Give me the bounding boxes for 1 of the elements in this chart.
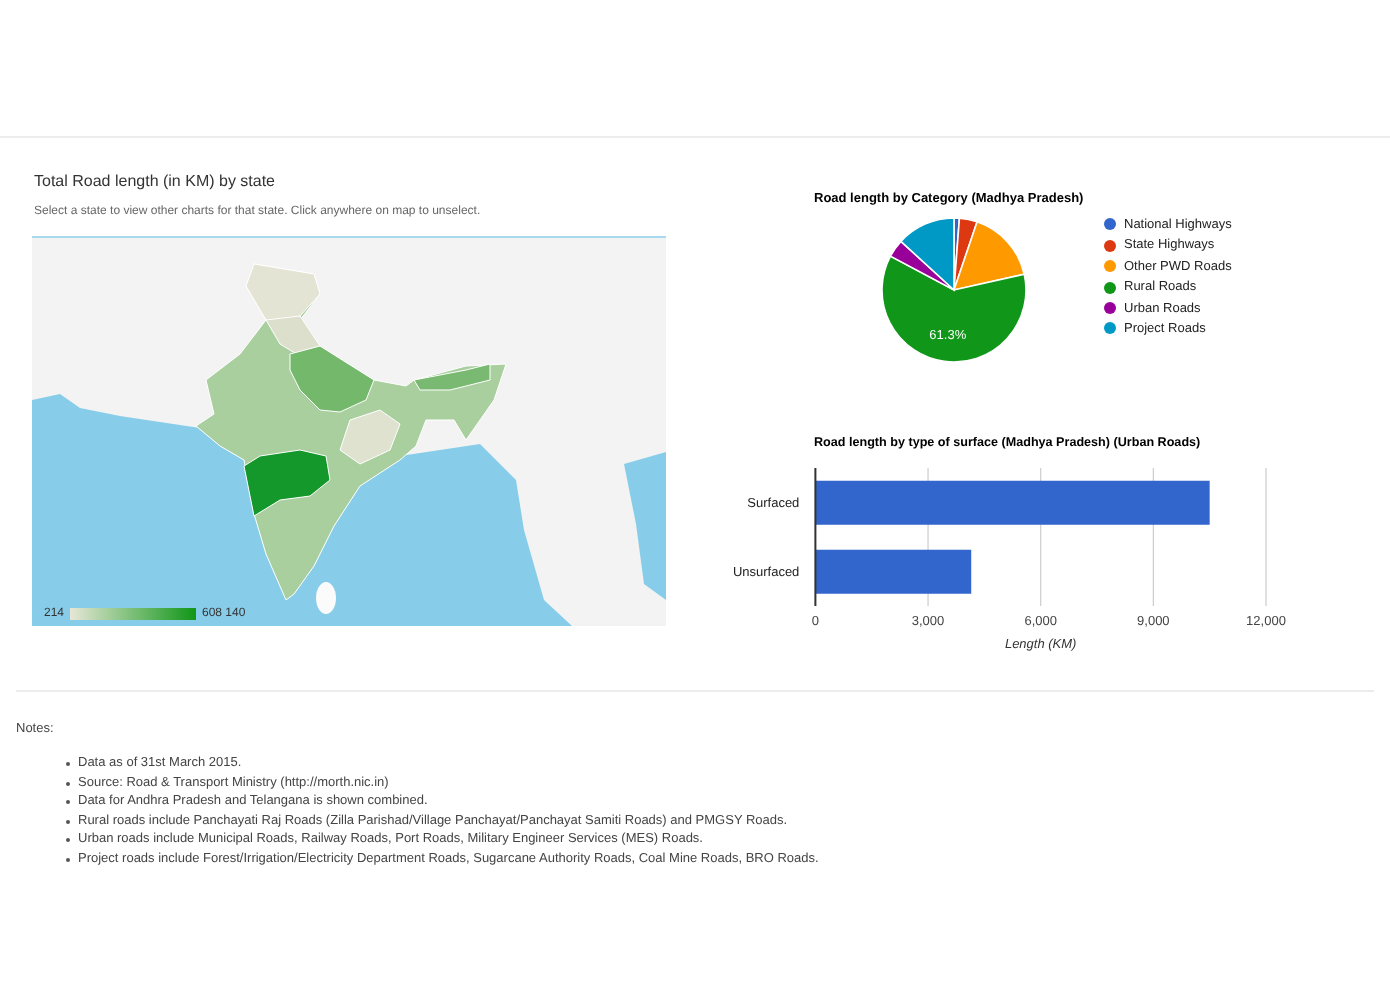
text: Total Road length (in KM) by state xyxy=(34,172,278,192)
